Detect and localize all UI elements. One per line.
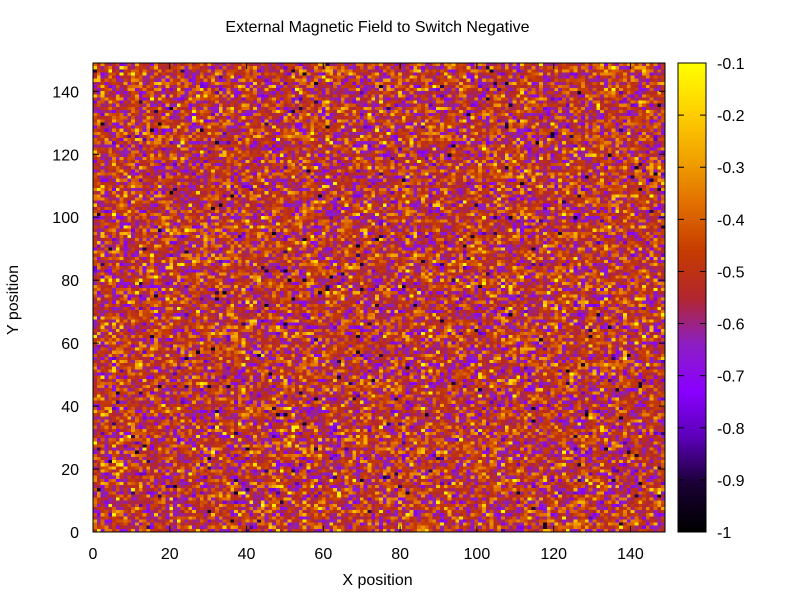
y-tick-label: 140: [52, 84, 79, 101]
colorbar-tick-label: -0.8: [717, 421, 745, 438]
x-tick-label: 80: [391, 546, 409, 563]
y-tick-label: 100: [52, 210, 79, 227]
x-tick-label: 60: [314, 546, 332, 563]
colorbar-tick-label: -0.1: [717, 56, 745, 73]
colorbar-frame: [677, 62, 707, 533]
y-tick-label: 0: [70, 525, 79, 542]
colorbar-tick-label: -0.4: [717, 212, 745, 229]
y-tick-label: 40: [61, 399, 79, 416]
heatmap-grid: [93, 63, 665, 532]
colorbar-tick-label: -0.3: [717, 160, 745, 177]
x-tick-label: 0: [89, 546, 98, 563]
y-tick-label: 60: [61, 336, 79, 353]
x-tick-label: 20: [161, 546, 179, 563]
x-axis-label: X position: [342, 572, 413, 589]
colorbar-tick-label: -0.6: [717, 317, 745, 334]
y-tick-label: 20: [61, 462, 79, 479]
colorbar-tick-label: -0.7: [717, 369, 745, 386]
x-tick-label: 100: [464, 546, 491, 563]
chart-title: External Magnetic Field to Switch Negati…: [225, 19, 530, 36]
colorbar-tick-label: -0.2: [717, 108, 745, 125]
y-tick-label: 120: [52, 147, 79, 164]
x-tick-label: 120: [540, 546, 567, 563]
colorbar-gradient: [678, 63, 706, 532]
y-tick-label: 80: [61, 273, 79, 290]
plot-frame: [92, 62, 666, 533]
x-tick-label: 140: [617, 546, 644, 563]
colorbar-tick-label: -1: [717, 525, 731, 542]
colorbar-tick-label: -0.5: [717, 264, 745, 281]
colorbar-tick-label: -0.9: [717, 473, 745, 490]
x-tick-label: 40: [238, 546, 256, 563]
